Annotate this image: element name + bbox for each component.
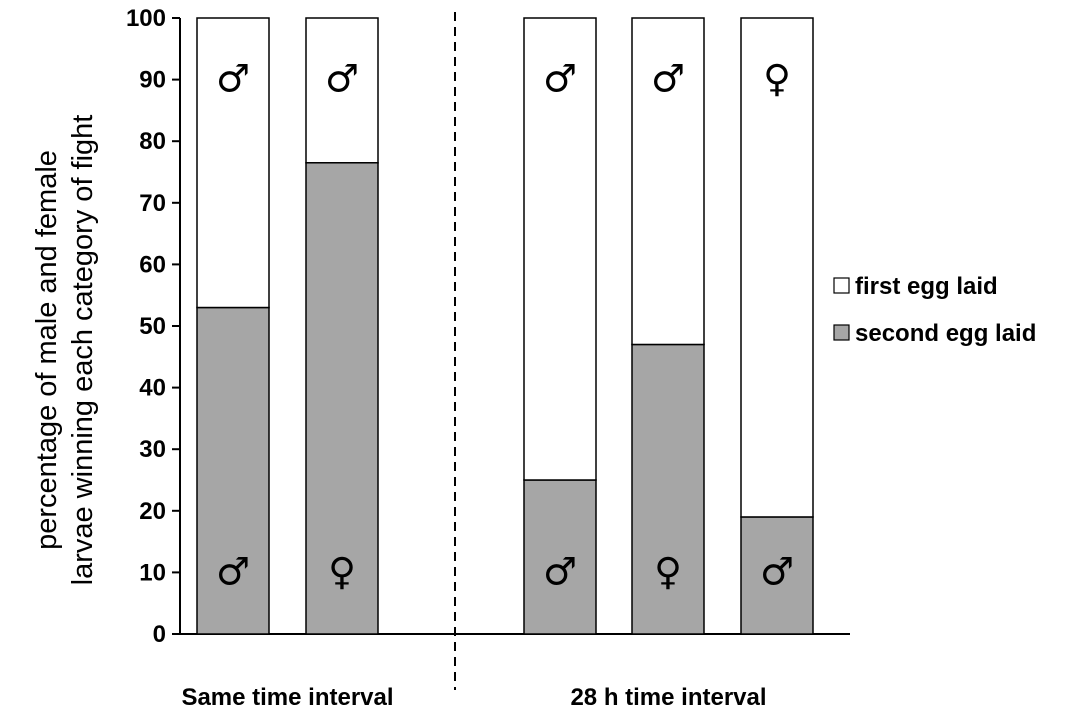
first-egg-winner-symbol: ♂ (216, 57, 250, 101)
y-axis-label-line-2: larvae winning each category of fight (67, 115, 99, 586)
bar-second-egg-laid (740, 516, 814, 635)
bar-stack: ♂♂ (196, 17, 270, 635)
legend: first egg laid second egg laid (833, 273, 1036, 347)
bar-first-egg-laid (740, 17, 814, 518)
y-tick-label: 20 (139, 498, 166, 525)
second-egg-winner-symbol: ♀ (328, 549, 356, 593)
group-label: Same time interval (181, 684, 393, 711)
bar-second-egg-laid (523, 479, 597, 635)
first-egg-winner-symbol: ♂ (543, 57, 577, 101)
legend-swatch (833, 277, 850, 294)
y-tick-label: 70 (139, 190, 166, 217)
y-tick-label: 100 (126, 5, 166, 32)
bar-first-egg-laid (305, 17, 379, 164)
bar-second-egg-laid (196, 306, 270, 635)
second-egg-winner-symbol: ♂ (760, 549, 794, 593)
bar-stack: ♀♂ (740, 17, 814, 635)
bar-first-egg-laid (631, 17, 705, 346)
second-egg-winner-symbol: ♂ (216, 549, 250, 593)
legend-swatch (833, 324, 850, 341)
y-tick-label: 90 (139, 67, 166, 94)
group-labels: Same time interval 28 h time interval (181, 684, 766, 711)
legend-label: second egg laid (855, 320, 1036, 347)
y-tick-label: 60 (139, 251, 166, 278)
legend-label: first egg laid (855, 273, 998, 300)
y-tick-label: 80 (139, 128, 166, 155)
y-tick-label: 10 (139, 559, 166, 586)
second-egg-winner-symbol: ♀ (654, 549, 682, 593)
bar-second-egg-laid (305, 162, 379, 635)
bar-stack: ♂♂ (523, 17, 597, 635)
bar-stack: ♂♀ (631, 17, 705, 635)
bars: ♂♂♂♀♂♂♂♀♀♂ (196, 17, 814, 635)
bar-first-egg-laid (196, 17, 270, 309)
y-tick-label: 50 (139, 313, 166, 340)
y-tick-label: 40 (139, 375, 166, 402)
second-egg-winner-symbol: ♂ (543, 549, 577, 593)
first-egg-winner-symbol: ♀ (763, 57, 791, 101)
group-label: 28 h time interval (570, 684, 766, 711)
y-axis-label-line-1: percentage of male and female (31, 150, 63, 550)
bar-first-egg-laid (523, 17, 597, 481)
y-axis: 0 10 20 30 40 50 60 70 80 90 100 (126, 5, 850, 648)
y-tick-label: 0 (153, 621, 166, 648)
bar-stack: ♂♀ (305, 17, 379, 635)
y-tick-label: 30 (139, 436, 166, 463)
y-axis-label: percentage of male and female larvae win… (31, 115, 99, 586)
first-egg-winner-symbol: ♂ (651, 57, 685, 101)
first-egg-winner-symbol: ♂ (325, 57, 359, 101)
